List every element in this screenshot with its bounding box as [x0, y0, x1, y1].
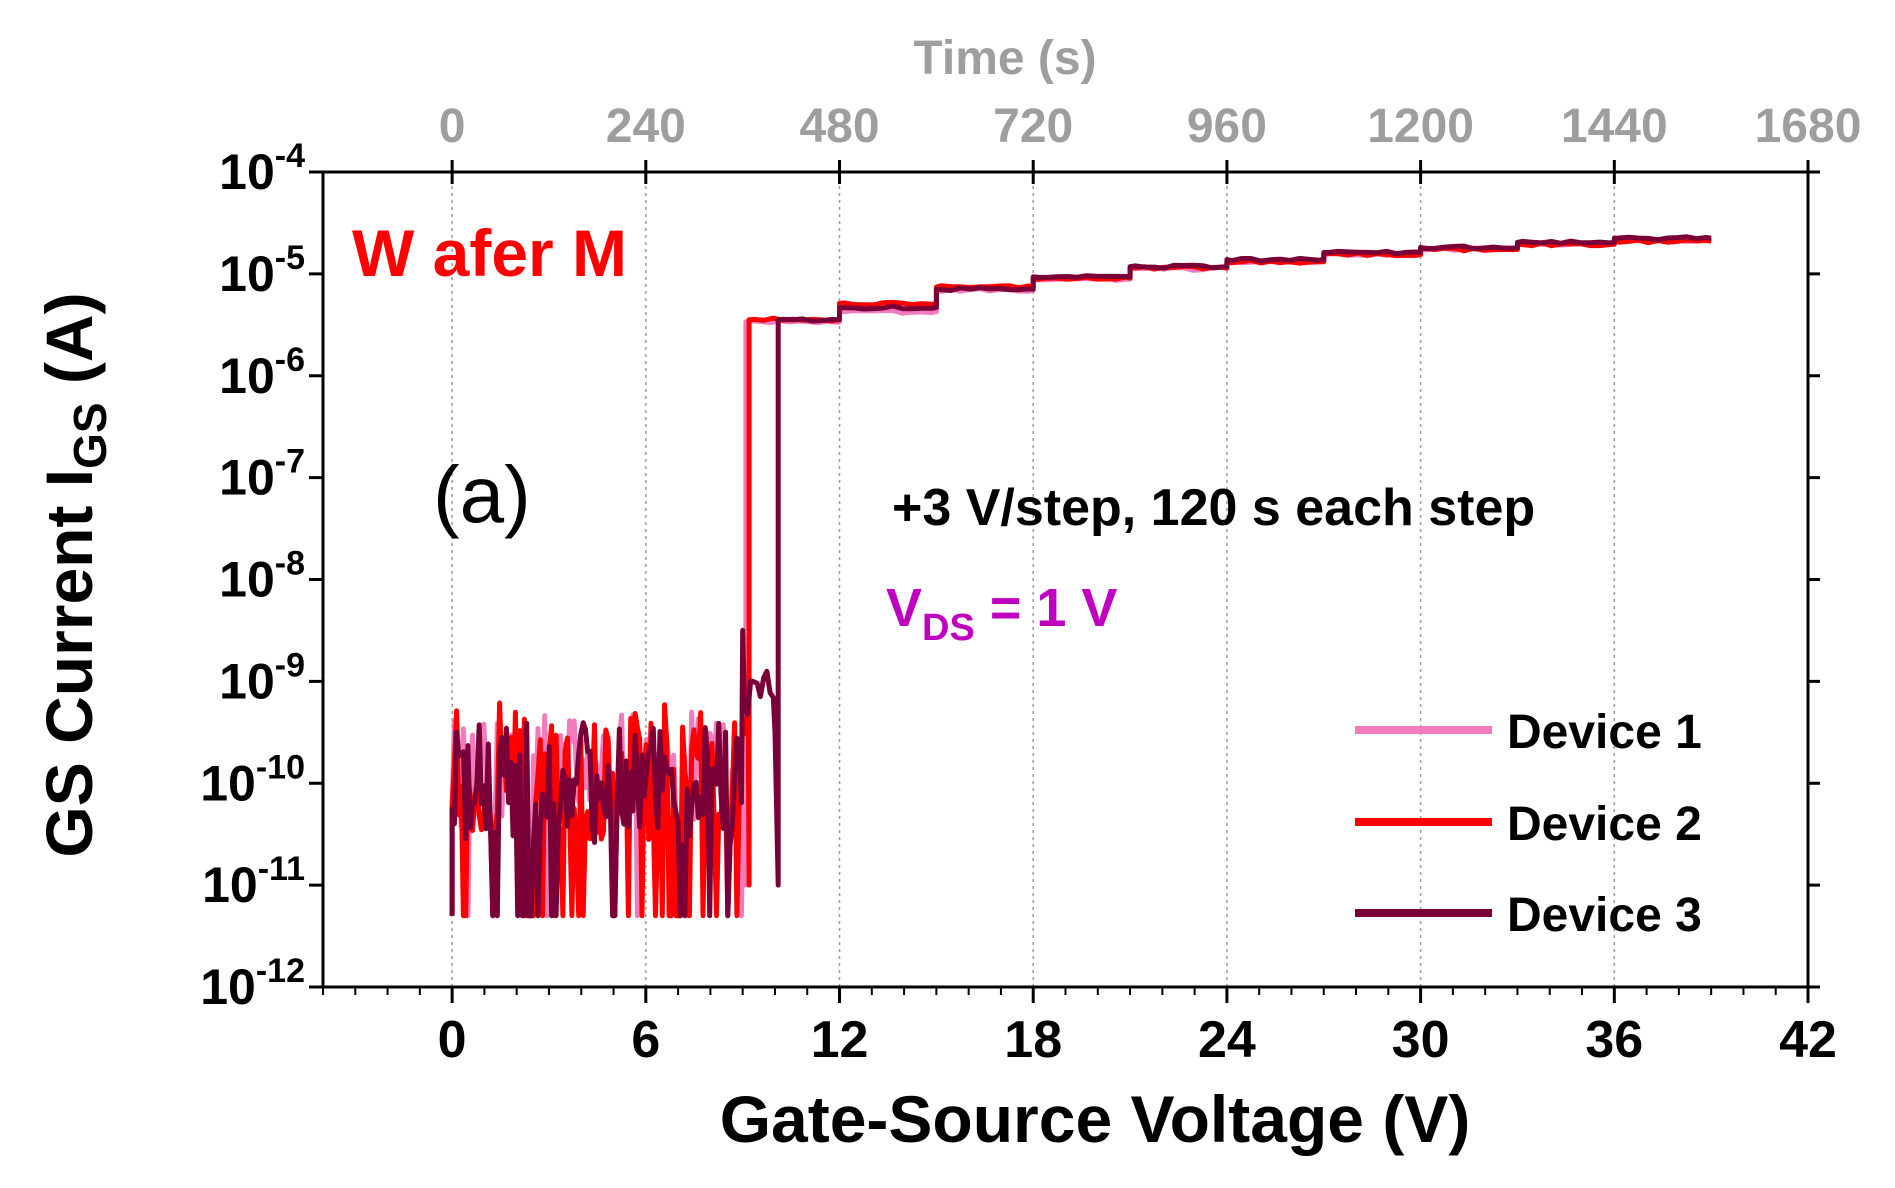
x2-tick-label: 240 [606, 100, 686, 153]
x2-tick-label: 1440 [1561, 100, 1668, 153]
x2-tick-label: 960 [1187, 100, 1267, 153]
y-tick-label: 10-11 [202, 850, 305, 913]
y-tick-label: 10-5 [219, 239, 305, 302]
plot-frame [321, 170, 1810, 989]
y-axis-title-main: GS Current I [32, 469, 106, 858]
legend: Device 1 Device 2 Device 3 [1355, 706, 1702, 942]
panel-label: (a) [433, 450, 531, 539]
x-axis-title: Gate-Source Voltage (V) [720, 1082, 1471, 1156]
y-tick-label: 10-4 [219, 137, 305, 200]
vds-value: = 1 V [975, 578, 1118, 638]
x2-tick-label: 0 [439, 100, 466, 153]
wafer-label: W afer M [352, 216, 627, 290]
step-info-annotation: +3 V/step, 120 s each step [892, 479, 1535, 537]
x-tick-label: 0 [438, 1011, 467, 1069]
axes: 0 6 12 18 24 30 36 42 0 240 480 720 960 1200 1440 1680 1… [200, 100, 1861, 1069]
y-tick-label: 10-12 [200, 952, 305, 1015]
y-tick-label: 10-8 [219, 545, 305, 608]
series-line-device-2 [449, 237, 1712, 919]
x2-tick-label: 480 [799, 100, 879, 153]
x-tick-label: 36 [1585, 1011, 1643, 1069]
legend-label-device-1: Device 1 [1507, 706, 1702, 759]
x-tick-label: 24 [1198, 1011, 1256, 1069]
y-tick-label: 10-6 [219, 341, 305, 404]
legend-label-device-3: Device 3 [1507, 889, 1702, 942]
x-tick-label: 42 [1779, 1011, 1837, 1069]
x2-tick-label: 1200 [1367, 100, 1474, 153]
x2-tick-label: 720 [993, 100, 1073, 153]
series-group [449, 234, 1712, 919]
x2-tick-label: 1680 [1755, 100, 1862, 153]
y-axis-title-sub: GS [64, 402, 116, 468]
y-tick-label: 10-10 [200, 748, 305, 811]
y-axis-title-end: (A) [32, 292, 106, 402]
y-axis-title: GS Current IGS (A) [32, 292, 116, 857]
series-line-device-3 [449, 234, 1712, 919]
y-tick-label: 10-9 [219, 646, 305, 709]
vds-annotation: VDS = 1 V [886, 578, 1117, 649]
top-axis-title: Time (s) [913, 32, 1096, 85]
x-tick-label: 18 [1004, 1011, 1062, 1069]
y-tick-label: 10-7 [219, 443, 305, 506]
x-tick-label: 30 [1392, 1011, 1450, 1069]
vds-sub: DS [922, 607, 975, 649]
vds-main: V [886, 578, 922, 638]
x-tick-label: 12 [811, 1011, 869, 1069]
legend-label-device-2: Device 2 [1507, 798, 1702, 851]
x-tick-label: 6 [631, 1011, 660, 1069]
